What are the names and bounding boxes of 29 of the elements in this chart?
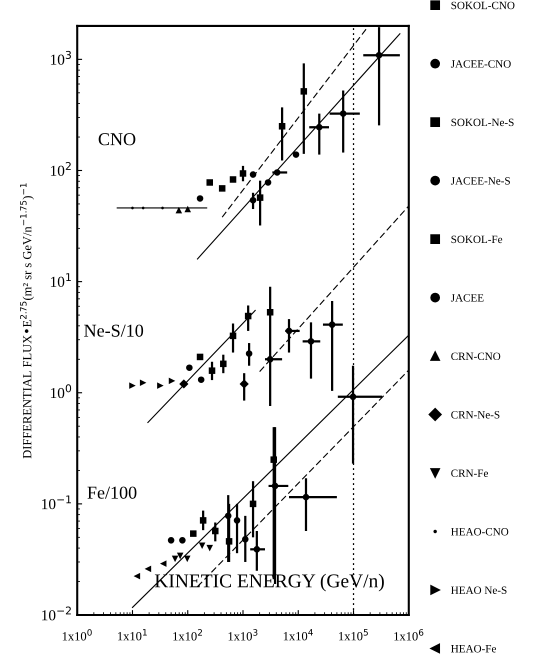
y-tick-label: 10$^{0}$	[50, 384, 72, 398]
y-tick-label: 10$^{−2}$	[42, 606, 71, 620]
legend-label: CRN-Fe	[451, 470, 488, 478]
x-tick-label: 1x10$^{6}$	[394, 629, 424, 641]
legend-label: HEAO-CNO	[451, 528, 508, 536]
y-tick-label: 10$^{3}$	[50, 50, 71, 65]
annotation: Ne-S/10	[84, 324, 144, 337]
x-tick-label: 1x10$^{0}$	[62, 629, 92, 641]
y-tick-label: 10$^{1}$	[50, 273, 71, 287]
legend-label: HEAO-Fe	[451, 644, 496, 652]
y-tick-label: 10$^{−1}$	[42, 495, 71, 510]
legend-label: CRN-CNO	[451, 352, 500, 360]
x-tick-label: 1x10$^{2}$	[173, 629, 202, 641]
y-tick-label: 10$^{2}$	[50, 162, 71, 176]
x-tick-label: 1x10$^{3}$	[228, 629, 258, 641]
legend-label: JACEE	[450, 294, 484, 302]
x-tick-label: 1x10$^{5}$	[339, 629, 368, 640]
legend-label: SOKOL-Fe	[451, 236, 502, 244]
x-tick-label: 1x10$^{4}$	[284, 629, 313, 640]
legend-label: JACEE-Ne-S	[450, 177, 510, 185]
annotation: CNO	[98, 133, 136, 146]
x-tick-label: 1x10$^{1}$	[118, 629, 147, 640]
legend-label: SOKOL-CNO	[451, 2, 514, 10]
y-axis-title: DIFFERENTIAL FLUX•E$^{2.75}$(m² sr s GeV/n$^{−1.75}$)$^{−1}$	[20, 183, 34, 458]
legend-label: JACEE-CNO	[450, 60, 511, 68]
legend-label: HEAO Ne-S	[451, 586, 507, 594]
annotation: Fe/100	[87, 486, 136, 499]
legend-label: CRN-Ne-S	[451, 411, 500, 419]
legend-label: SOKOL-Ne-S	[451, 118, 514, 126]
